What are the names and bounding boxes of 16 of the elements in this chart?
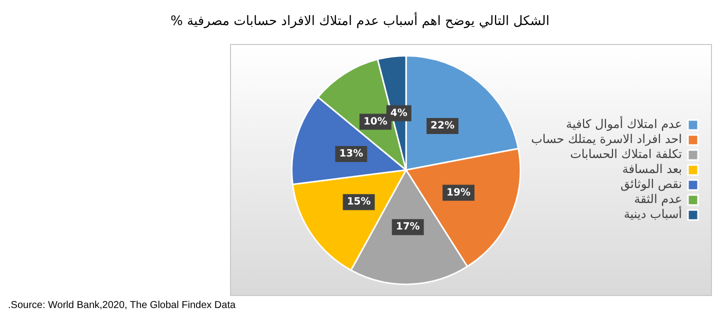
data-label: 19% bbox=[446, 187, 470, 198]
text: .Source: World Bank,2020, The Global Findex Data bbox=[8, 300, 236, 311]
data-label: 4% bbox=[390, 108, 408, 119]
legend-label: نقص الوثائق bbox=[620, 177, 682, 192]
legend-label: عدم امتلاك أموال كافية bbox=[566, 116, 682, 132]
legend-label: أسباب دينية bbox=[624, 206, 682, 222]
data-label: 15% bbox=[346, 196, 371, 208]
legend-label: بعد المسافة bbox=[622, 162, 682, 176]
chart-title: الشكل التالي يوضح اهم أسباب عدم امتلاك الافراد حسابات مصرفية % bbox=[170, 14, 550, 29]
legend-label: تكلفة امتلاك الحسابات bbox=[570, 147, 682, 162]
data-label: 17% bbox=[396, 222, 420, 233]
legend-label: احد افراد الاسرة يمتلك حساب bbox=[531, 132, 682, 146]
legend-label: عدم الثقة bbox=[634, 192, 682, 206]
data-label: 13% bbox=[339, 148, 364, 160]
data-label: 10% bbox=[363, 116, 388, 128]
data-label: 22% bbox=[430, 120, 454, 132]
